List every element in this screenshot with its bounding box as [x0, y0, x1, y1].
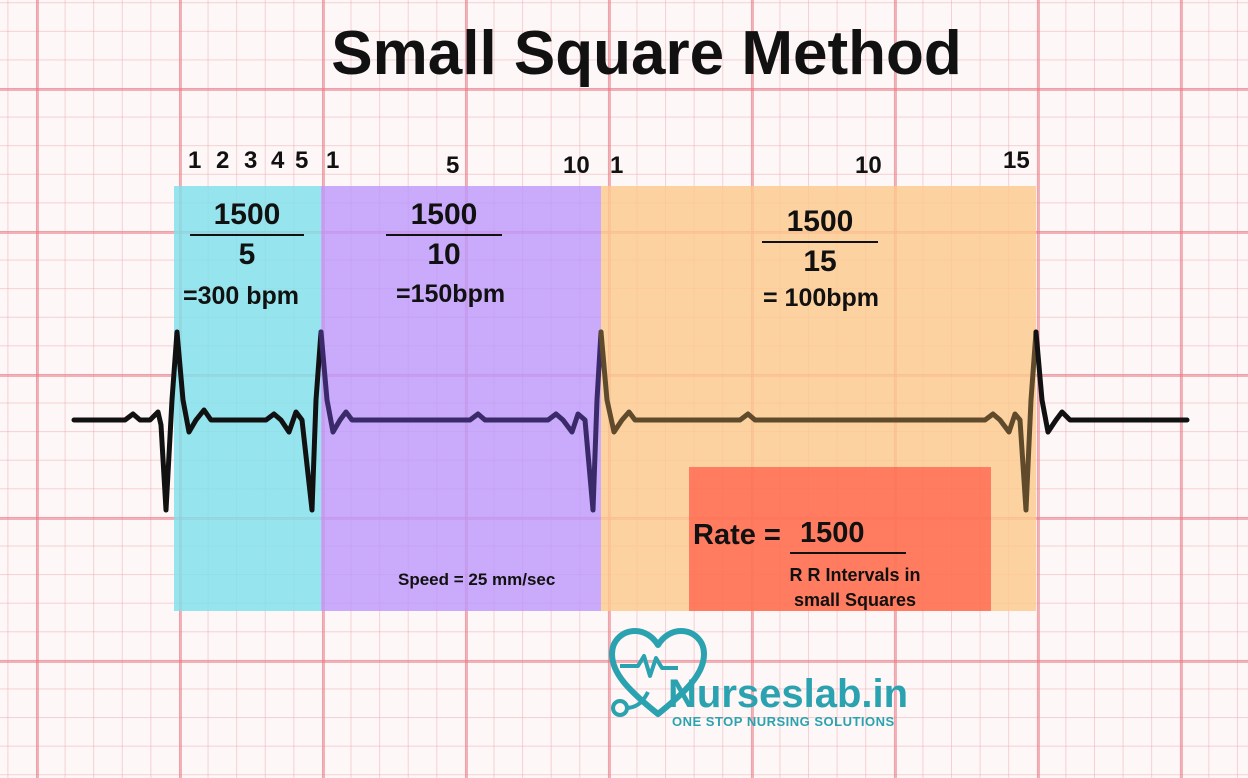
fraction-numerator: 1500	[213, 198, 281, 231]
heart-stethoscope-icon	[609, 628, 707, 717]
rate-formula-bar	[790, 552, 906, 554]
logo-tagline: ONE STOP NURSING SOLUTIONS	[672, 714, 895, 729]
band-150bpm	[321, 186, 601, 611]
rate-denominator-line2: small Squares	[793, 590, 917, 610]
fraction-150bpm: 1500 10	[386, 198, 502, 272]
result-100bpm: = 100bpm	[763, 284, 880, 312]
rate-formula-denominator: R R Intervals in small Squares	[755, 563, 955, 613]
fraction-bar	[386, 234, 502, 236]
fraction-bar	[762, 241, 878, 243]
rate-formula-box	[689, 467, 991, 611]
count-label: 4	[271, 147, 285, 174]
band-300bpm	[174, 186, 321, 611]
fraction-denominator: 5	[238, 238, 256, 271]
result-150bpm: =150bpm	[396, 280, 506, 308]
count-label: 10	[563, 152, 590, 179]
count-label: 2	[216, 147, 230, 174]
rate-formula-label: Rate =	[693, 519, 781, 551]
count-label: 3	[244, 147, 258, 174]
fraction-numerator: 1500	[410, 198, 478, 231]
fraction-denominator: 10	[427, 238, 461, 271]
count-label: 5	[446, 152, 460, 179]
fraction-denominator: 15	[803, 245, 837, 278]
fraction-bar	[190, 234, 304, 236]
count-label: 10	[855, 152, 882, 179]
count-label: 5	[295, 147, 309, 174]
count-label: 1	[188, 147, 202, 174]
speed-label: Speed = 25 mm/sec	[398, 570, 556, 589]
count-label: 15	[1003, 147, 1030, 174]
rate-denominator-line1: R R Intervals in	[789, 565, 921, 585]
fraction-100bpm: 1500 15	[762, 205, 878, 279]
page-title: Small Square Method	[331, 19, 962, 88]
fraction-numerator: 1500	[786, 205, 854, 238]
count-label: 1	[610, 152, 624, 179]
fraction-300bpm: 1500 5	[190, 198, 304, 272]
logo-name: Nurseslab.in	[668, 672, 909, 716]
result-300bpm: =300 bpm	[183, 282, 300, 310]
count-label: 1	[326, 147, 340, 174]
rate-formula-numerator: 1500	[800, 517, 865, 549]
